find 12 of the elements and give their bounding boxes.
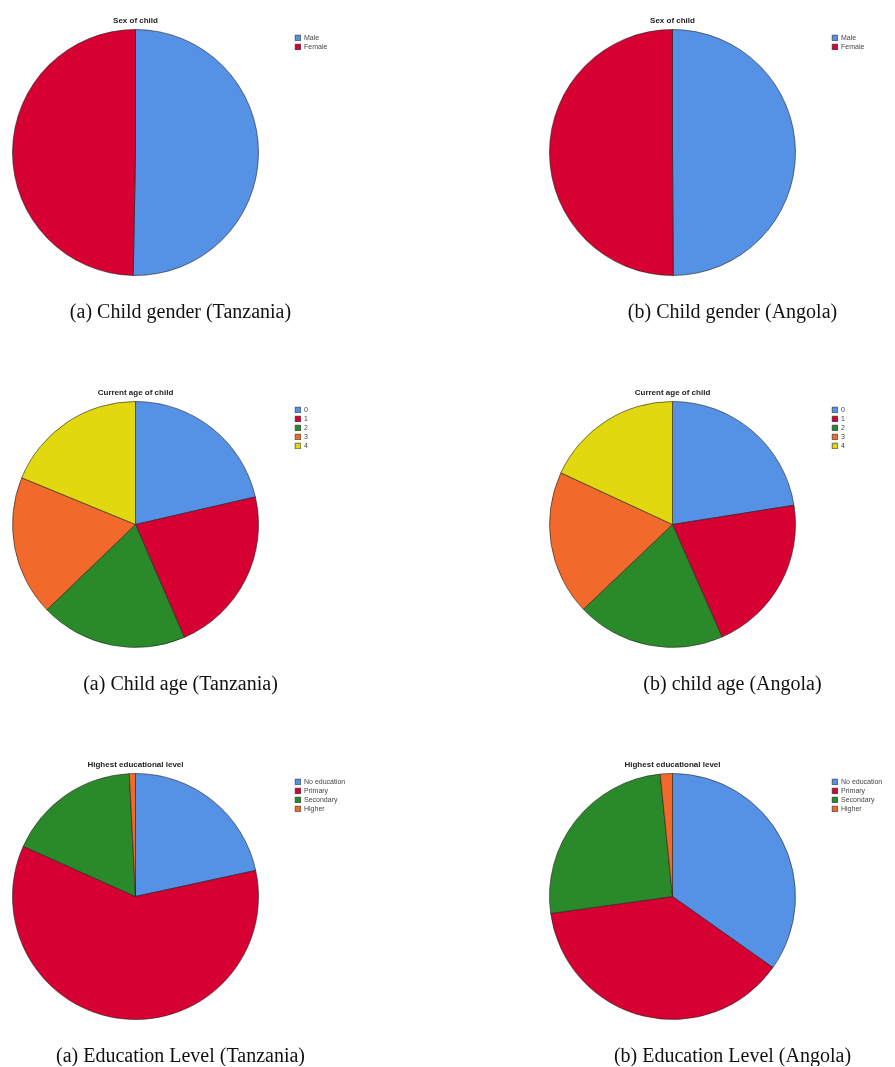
text: (a) Child age (Tanzania) — [83, 671, 278, 695]
chart-title: Highest educational level — [624, 760, 721, 769]
chart-title: Highest educational level — [87, 760, 184, 769]
text: (b) child age (Angola) — [643, 671, 822, 695]
text: (a) Education Level (Tanzania) — [55, 1043, 306, 1067]
text: (b) Child gender (Angola) — [627, 299, 838, 323]
chart-title: Sex of child — [113, 16, 159, 25]
chart-title: Current age of child — [97, 388, 174, 397]
text: (b) Education Level (Angola) — [613, 1043, 852, 1067]
chart-title: Current age of child — [634, 388, 711, 397]
chart-title: Sex of child — [650, 16, 696, 25]
text: (a) Child gender (Tanzania) — [69, 299, 292, 323]
